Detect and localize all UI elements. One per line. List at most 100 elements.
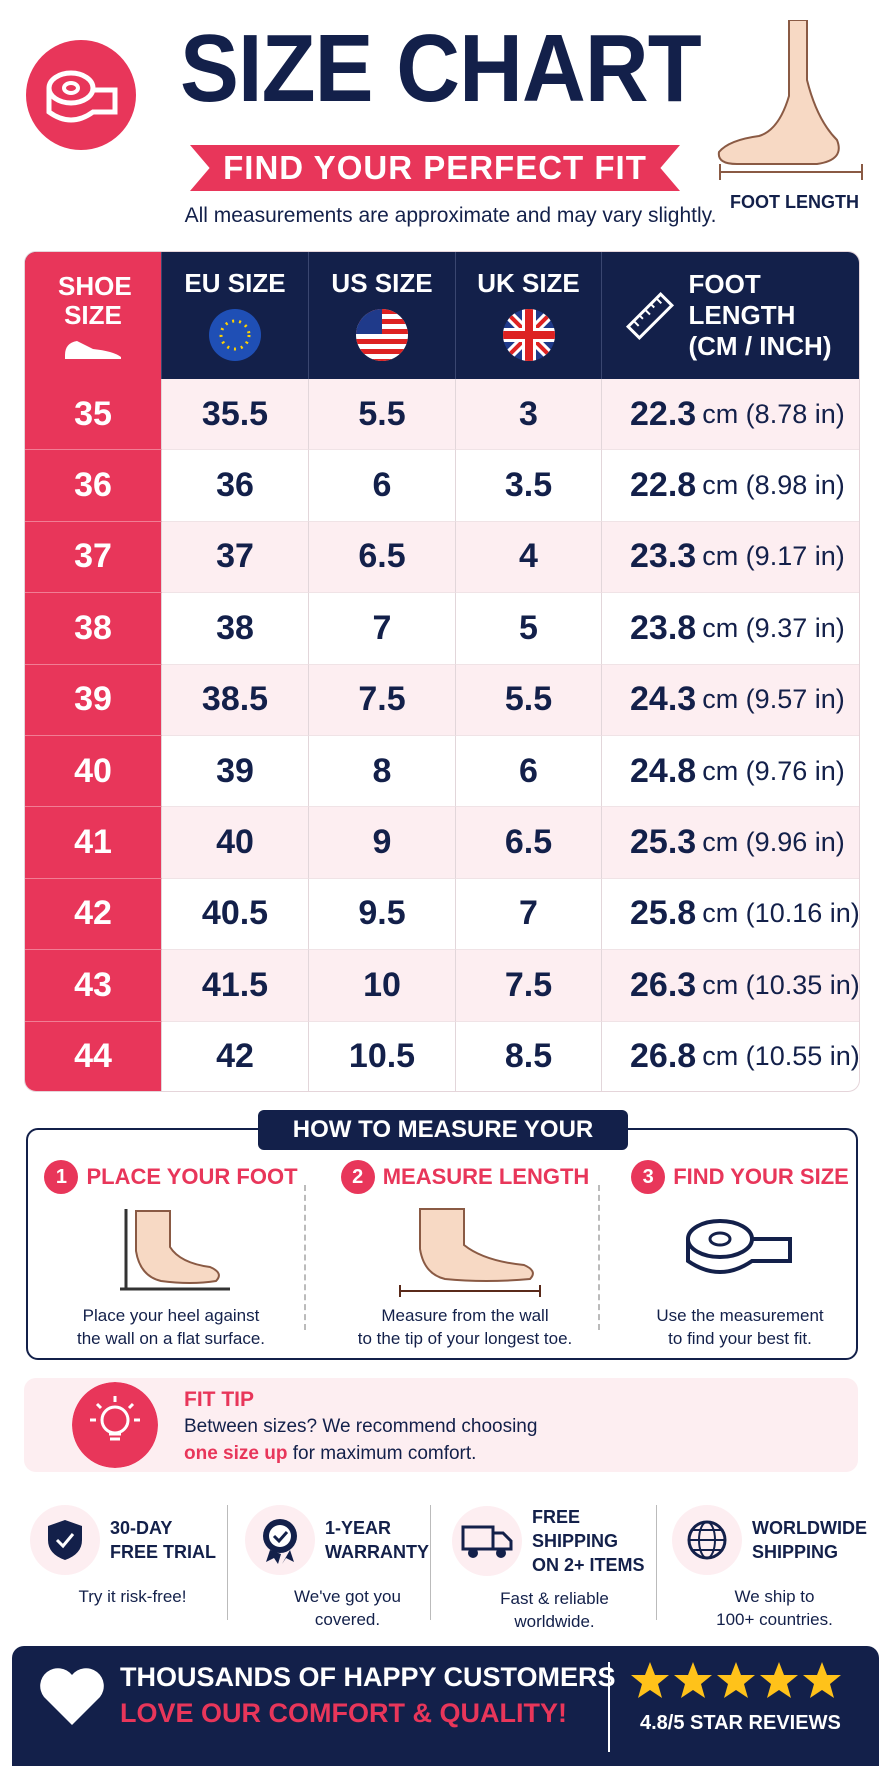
table-row: 42 40.5 9.5 7 25.8 cm (10.16 in) [25, 878, 860, 951]
step-image [605, 1194, 875, 1304]
header-cell: US SIZE [309, 252, 456, 379]
feature-line: worldwide. [514, 1612, 595, 1631]
length-unit: cm (10.35 in) [702, 969, 860, 1000]
us-size: 10 [309, 950, 456, 1022]
table-header: SHOE SIZE EU SIZE US SIZE UK SIZE FOOT L… [25, 252, 859, 379]
length-unit: cm (9.76 in) [702, 755, 845, 786]
feature-title-line: 30-DAY [110, 1518, 173, 1538]
step-title: PLACE YOUR FOOT [86, 1164, 298, 1189]
step-line: Measure from the wall [381, 1306, 549, 1325]
step-image [36, 1194, 306, 1304]
header-text: SHOE SIZE [58, 270, 132, 330]
tip-line: one size up for maximum comfort. [184, 1440, 537, 1467]
step-line: the wall on a flat surface. [76, 1329, 266, 1348]
foot-length: 22.3 cm (8.78 in) [602, 379, 859, 451]
foot-length: 23.8 cm (9.37 in) [602, 593, 859, 665]
feature: FREE SHIPPING ON 2+ ITEMS Fast & reliable w… [452, 1505, 657, 1633]
subtitle: FIND YOUR PERFECT FIT [190, 145, 680, 191]
shoe-size: 40 [25, 735, 162, 808]
uk-size: 4 [456, 521, 602, 594]
length-cm: 24.3 [630, 680, 697, 719]
feature-title: 1-YEAR WARRANTY [325, 1516, 429, 1564]
step: 3 FIND YOUR SIZE Use the measurement to fin… [605, 1160, 875, 1350]
us-flag [356, 309, 408, 361]
foot-illustration [717, 20, 863, 180]
table-row: 43 41.5 10 7.5 26.3 cm (10.35 in) [25, 950, 860, 1022]
rating: 4.8/5 STAR REVIEWS [640, 1712, 841, 1734]
feature-line: We ship to [734, 1587, 815, 1606]
us-size: 6 [309, 450, 456, 522]
header-cell: UK SIZE [456, 252, 602, 379]
feature-title-line: 1-YEAR [325, 1518, 392, 1538]
length-cm: 26.8 [630, 1037, 697, 1076]
feature-top: FREE SHIPPING ON 2+ ITEMS [452, 1505, 657, 1577]
tip-highlight: one size up [184, 1443, 288, 1464]
shoe-size: 39 [25, 664, 162, 736]
table-body: 35 35.5 5.5 3 22.3 cm (8.78 in) 36 36 6 3.5 22.8 cm… [25, 379, 860, 1091]
feature-title-line: WARRANTY [325, 1542, 429, 1562]
ruler-icon [625, 291, 674, 340]
table-row: 37 37 6.5 4 23.3 cm (9.17 in) [25, 521, 859, 594]
shoe-size: 44 [25, 1021, 162, 1091]
foot-length: 24.8 cm (9.76 in) [602, 736, 859, 808]
table-row: 44 42 10.5 8.5 26.8 cm (10.55 in) [25, 1021, 860, 1091]
foot-length: 22.8 cm (8.98 in) [602, 450, 859, 522]
heart-icon [40, 1668, 104, 1725]
length-unit: cm (8.78 in) [702, 398, 845, 429]
us-size: 7.5 [309, 664, 456, 736]
header-text: US SIZE [331, 268, 433, 298]
measure-title: HOW TO MEASURE YOUR FOOT [258, 1110, 628, 1183]
shoe-icon [65, 341, 121, 360]
length-unit: cm (9.17 in) [702, 541, 845, 572]
table-row: 41 40 9 6.5 25.3 cm (9.96 in) [25, 807, 859, 879]
foot-measure-icon [399, 1208, 541, 1297]
shoe-size: 43 [25, 950, 162, 1022]
divider [656, 1505, 657, 1620]
us-size: 9 [309, 807, 456, 879]
step-number: 2 [340, 1160, 375, 1194]
shoe-size: 41 [25, 807, 162, 879]
eu-size: 36 [162, 450, 309, 522]
us-size: 10.5 [309, 1021, 456, 1091]
uk-size: 7 [456, 878, 602, 951]
us-size: 8 [309, 735, 456, 808]
step-head: 1 PLACE YOUR FOOT [36, 1160, 306, 1194]
tape-logo [26, 40, 136, 150]
length-unit: cm (10.16 in) [702, 898, 860, 929]
length-unit: cm (9.96 in) [702, 827, 845, 858]
globe-icon [687, 1520, 727, 1560]
feature-line: covered. [314, 1610, 381, 1629]
length-unit: cm (10.55 in) [702, 1041, 860, 1072]
feature-text: Fast & reliable worldwide. [452, 1587, 657, 1633]
feature: 1-YEAR WARRANTY We've got you covered. [245, 1505, 450, 1631]
us-size: 9.5 [309, 878, 456, 951]
step-head: 3 FIND YOUR SIZE [605, 1160, 875, 1194]
step-number: 3 [631, 1160, 666, 1194]
shoe-size: 42 [25, 878, 162, 951]
length-cm: 25.8 [630, 894, 697, 933]
feature-icon [30, 1505, 100, 1575]
shoe-size: 36 [25, 450, 162, 522]
uk-size: 6.5 [456, 807, 602, 879]
uk-size: 7.5 [456, 950, 602, 1022]
step-line: to the tip of your longest toe. [357, 1329, 573, 1348]
feature-title: WORLDWIDE SHIPPING [752, 1516, 867, 1564]
length-cm: 24.8 [630, 751, 697, 790]
foot-length: 26.3 cm (10.35 in) [602, 950, 860, 1022]
feature-title-line: SHIPPING [752, 1542, 839, 1562]
foot-length: 26.8 cm (10.55 in) [602, 1022, 860, 1091]
step-title: FIND YOUR SIZE [673, 1164, 849, 1189]
size-table: SHOE SIZE EU SIZE US SIZE UK SIZE FOOT L… [24, 251, 860, 1092]
header-text: FOOT LENGTH (CM / INCH) [688, 268, 832, 362]
shoe-size: 38 [25, 593, 162, 665]
eu-flag [209, 309, 261, 361]
length-cm: 22.3 [630, 394, 697, 433]
eu-size: 38.5 [162, 664, 309, 736]
step-text: Place your heel against the wall on a fla… [36, 1304, 306, 1350]
step: 2 MEASURE LENGTH Measure from the wall to t… [330, 1160, 600, 1350]
feature-line: We've got you [294, 1587, 401, 1606]
step-image [330, 1194, 600, 1304]
eu-size: 40.5 [162, 878, 309, 951]
feature-title-line: ON 2+ ITEMS [532, 1555, 645, 1575]
feature-icon [672, 1505, 742, 1575]
